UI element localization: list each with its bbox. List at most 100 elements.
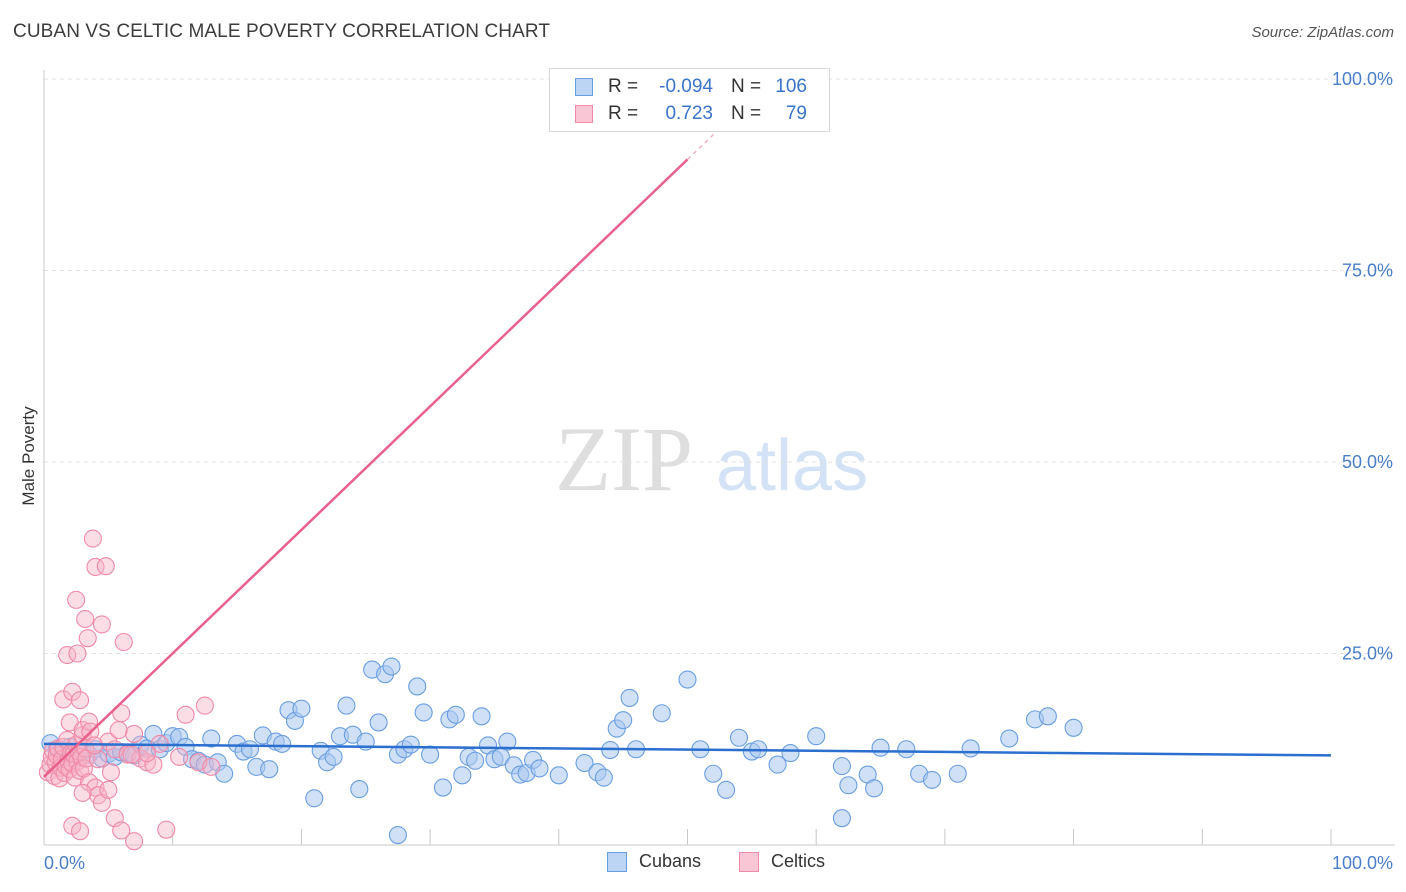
cuban-point <box>717 780 736 799</box>
y-tick-label: 75.0% <box>1342 261 1393 281</box>
celtic-point <box>92 615 111 634</box>
celtic-point <box>137 744 157 763</box>
celtic-point <box>68 644 87 663</box>
celtic-point <box>89 750 108 769</box>
cuban-point <box>922 770 942 789</box>
cuban-point <box>839 776 858 795</box>
cuban-point <box>273 734 292 753</box>
celtics-legend-label: Celtics <box>771 851 826 871</box>
cuban-point <box>781 744 800 763</box>
celtic-point <box>96 557 115 576</box>
cuban-point <box>652 704 671 723</box>
celtic-point <box>195 696 214 715</box>
celtic-point <box>70 822 90 841</box>
cuban-point <box>305 789 324 808</box>
watermark-zip: ZIP <box>555 408 693 510</box>
cuban-point <box>620 688 639 707</box>
cuban-point <box>678 670 697 689</box>
cuban-point <box>453 766 472 785</box>
cuban-point <box>871 738 890 757</box>
cuban-point <box>1000 729 1019 748</box>
celtics-trend-extension <box>686 115 734 160</box>
cubans-legend-label: Cubans <box>639 851 702 871</box>
celtic-point <box>76 609 95 629</box>
cuban-point <box>421 745 440 764</box>
celtic-point <box>86 557 105 576</box>
celtic-point <box>109 721 128 740</box>
celtic-point <box>114 632 133 652</box>
celtic-point <box>99 780 118 799</box>
n-value: 79 <box>785 103 807 124</box>
cuban-point <box>414 703 433 722</box>
x-tick-label: 0.0% <box>44 853 85 873</box>
cuban-point <box>369 713 388 732</box>
celtic-point <box>67 590 86 609</box>
celtic-point <box>101 763 120 782</box>
chart-title: CUBAN VS CELTIC MALE POVERTY CORRELATION… <box>13 21 551 42</box>
celtic-point <box>99 732 118 751</box>
celtic-point <box>144 755 163 774</box>
cuban-point <box>466 751 485 770</box>
cuban-point <box>382 657 401 676</box>
n-label: N = <box>731 76 762 97</box>
celtic-point <box>70 691 90 710</box>
celtics-legend-swatch <box>739 851 759 872</box>
cuban-point <box>1064 718 1083 737</box>
celtic-point <box>202 757 221 776</box>
cubans-legend-swatch <box>607 851 627 872</box>
legend-row-cubans: R = -0.094 N = 106 <box>575 75 807 99</box>
watermark-atlas: atlas <box>716 426 868 506</box>
cuban-point <box>498 732 517 751</box>
cuban-point <box>433 778 453 797</box>
n-value: 106 <box>775 76 807 97</box>
legend-item-cubans[interactable]: Cubans <box>607 851 701 872</box>
cuban-point <box>388 825 407 845</box>
cuban-point <box>240 740 259 759</box>
cuban-point <box>530 759 549 778</box>
y-tick-label: 25.0% <box>1342 644 1393 664</box>
r-value: 0.723 <box>665 103 713 124</box>
cuban-point <box>1038 707 1057 726</box>
cuban-point <box>768 755 787 774</box>
celtics-trend-line <box>43 158 689 778</box>
celtic-point <box>112 821 131 840</box>
cuban-point <box>472 707 491 726</box>
cubans-trend-line <box>43 742 1332 757</box>
celtic-point <box>73 783 92 802</box>
celtic-point <box>125 724 144 743</box>
legend-row-celtics: R = 0.723 N = 79 <box>575 102 807 126</box>
celtic-point <box>176 705 195 724</box>
cuban-point <box>144 724 163 743</box>
cuban-point <box>897 740 916 759</box>
y-tick-label: 100.0% <box>1332 69 1393 89</box>
correlation-legend: R = -0.094 N = 106 R = 0.723 N = 79 <box>549 68 830 132</box>
x-tick-label: 100.0% <box>1332 853 1393 873</box>
cuban-point <box>260 760 279 779</box>
n-label: N = <box>731 103 762 124</box>
cuban-point <box>704 764 723 783</box>
celtic-point <box>122 745 141 764</box>
source-label: Source: ZipAtlas.com <box>1251 24 1394 41</box>
cuban-point <box>865 779 884 798</box>
celtic-point <box>157 820 176 839</box>
legend-item-celtics[interactable]: Celtics <box>739 851 825 872</box>
cuban-point <box>614 711 633 730</box>
y-tick-label: 50.0% <box>1342 452 1393 472</box>
r-label: R = <box>608 103 639 124</box>
r-value: -0.094 <box>659 76 713 97</box>
cuban-point <box>575 753 594 773</box>
cuban-point <box>292 699 311 718</box>
cuban-point <box>832 809 851 828</box>
y-axis-label: Male Poverty <box>19 406 38 506</box>
cuban-point <box>549 766 568 785</box>
cuban-point <box>729 728 749 747</box>
celtics-swatch <box>575 105 593 123</box>
cuban-point <box>324 747 343 766</box>
cuban-point <box>408 677 427 696</box>
celtic-point <box>83 529 102 548</box>
cuban-point <box>401 735 420 754</box>
cuban-point <box>961 739 980 758</box>
cuban-point <box>337 696 356 715</box>
cuban-point <box>594 768 613 787</box>
